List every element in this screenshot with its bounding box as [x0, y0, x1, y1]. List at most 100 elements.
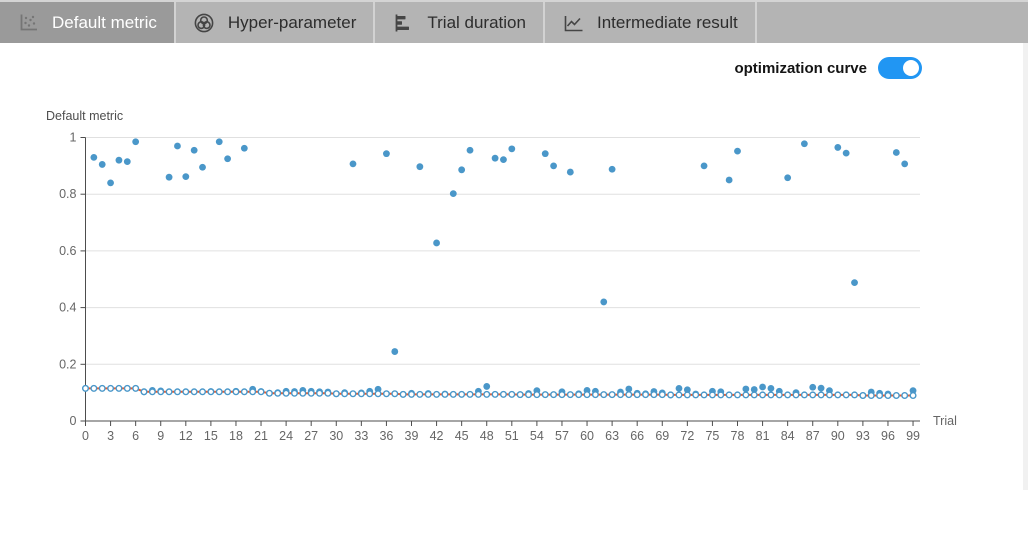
x-tick-label: 6 — [132, 429, 139, 443]
scatter-point — [600, 298, 608, 306]
scatter-point — [115, 156, 123, 164]
hyper-parameter-rings-icon — [193, 12, 215, 34]
optimization-curve-marker — [324, 389, 332, 397]
x-tick-label: 30 — [329, 429, 343, 443]
optimization-curve-marker — [366, 390, 374, 398]
scatter-point — [834, 144, 842, 151]
optimization-curve-marker — [416, 390, 424, 398]
tab-label: Intermediate result — [596, 12, 738, 32]
scatter-point — [909, 387, 917, 395]
optimization-curve-marker — [775, 391, 783, 399]
scatter-point — [433, 239, 440, 247]
optimization-curve-marker — [374, 390, 382, 398]
optimization-curve-marker — [708, 391, 716, 399]
optimization-curve-marker — [625, 391, 633, 399]
x-tick-label: 72 — [680, 429, 694, 443]
horizontal-bar-chart-icon — [392, 12, 414, 34]
scatter-point — [759, 383, 766, 391]
optimization-curve-marker — [750, 391, 758, 399]
optimization-curve-marker — [583, 391, 591, 399]
x-tick-label: 33 — [354, 429, 368, 443]
scatter-point — [107, 179, 114, 187]
scatter-point — [123, 158, 131, 165]
optimization-curve-marker — [98, 384, 106, 392]
x-tick-label: 78 — [731, 429, 745, 443]
scatter-point — [784, 174, 792, 182]
optimization-curve-marker — [742, 391, 750, 399]
optimization-curve-marker — [148, 388, 156, 396]
scatter-point — [734, 147, 741, 155]
optimization-curve-marker — [558, 391, 566, 399]
optimization-curve-marker — [441, 390, 449, 398]
optimization-curve-marker — [834, 391, 842, 399]
optimization-curve-marker — [157, 388, 165, 396]
optimization-curve-marker — [600, 391, 608, 399]
optimization-curve-marker — [591, 391, 599, 399]
optimization-curve-marker — [408, 390, 416, 398]
scatter-point — [842, 149, 850, 157]
optimization-curve-marker — [608, 391, 616, 399]
optimization-curve-marker — [859, 391, 867, 399]
x-tick-label: 51 — [505, 429, 519, 443]
x-tick-label: 27 — [304, 429, 318, 443]
scatter-point — [675, 384, 683, 392]
x-tick-label: 42 — [430, 429, 444, 443]
scatter-point — [566, 168, 574, 176]
x-tick-label: 18 — [229, 429, 243, 443]
scatter-point — [449, 190, 457, 198]
tab-hyper-parameter[interactable]: Hyper-parameter — [176, 2, 376, 43]
optimization-curve-marker — [173, 388, 181, 396]
default-metric-chart[interactable]: 00.20.40.60.810 3 6 9 12 15 18 21 24 27 30 33 36 39 42… — [0, 43, 1028, 493]
optimization-curve-marker — [784, 391, 792, 399]
scatter-point — [383, 150, 390, 158]
content-area: optimization curve Default metric 0 0.2 0.… — [0, 43, 1028, 549]
scatter-point — [500, 156, 507, 164]
optimization-curve-marker — [299, 389, 307, 397]
optimization-curve-marker — [792, 391, 800, 399]
optimization-curve-marker — [851, 391, 859, 399]
scatter-point — [901, 160, 909, 168]
x-tick-label: 39 — [405, 429, 419, 443]
optimization-curve-marker — [683, 391, 691, 399]
optimization-curve-marker — [207, 388, 215, 396]
optimization-curve-marker — [399, 390, 407, 398]
optimization-curve-marker — [817, 391, 825, 399]
optimization-curve-marker — [725, 391, 733, 399]
optimization-curve-marker — [533, 391, 541, 399]
optimization-curve-marker — [90, 384, 98, 392]
tab-label: Hyper-parameter — [227, 12, 357, 32]
optimization-curve-marker — [265, 389, 273, 397]
tab-default-metric[interactable]: Default metric — [0, 2, 176, 43]
x-tick-label: 0 — [82, 429, 89, 443]
x-tick-label: 84 — [781, 429, 795, 443]
x-tick-label: 48 — [480, 429, 494, 443]
optimization-curve-marker — [466, 390, 474, 398]
optimization-curve-marker — [140, 388, 148, 396]
y-tick-label: 0.8 — [59, 187, 76, 201]
optimization-curve-marker — [107, 384, 115, 392]
tab-intermediate-result[interactable]: Intermediate result — [545, 2, 757, 43]
optimization-curve-marker — [165, 388, 173, 396]
optimization-curve-marker — [909, 391, 917, 399]
optimization-curve-marker — [115, 384, 123, 392]
optimization-curve-marker — [825, 391, 833, 399]
y-tick-label: 0.6 — [59, 244, 76, 258]
optimization-curve-marker — [541, 391, 549, 399]
scatter-point — [174, 142, 181, 150]
scatter-point — [625, 385, 633, 393]
optimization-curve-marker — [633, 391, 641, 399]
x-tick-label: 60 — [580, 429, 594, 443]
x-tick-label: 24 — [279, 429, 293, 443]
scatter-point — [800, 140, 808, 148]
optimization-curve-marker — [800, 391, 808, 399]
optimization-curve-marker — [257, 388, 265, 396]
scatter-point — [182, 173, 190, 181]
x-tick-label: 90 — [831, 429, 845, 443]
optimization-curve-marker — [650, 391, 658, 399]
x-tick-label: 93 — [856, 429, 870, 443]
tab-trial-duration[interactable]: Trial duration — [375, 2, 545, 43]
scatter-point — [809, 383, 817, 391]
optimization-curve-toggle[interactable] — [878, 57, 922, 79]
optimization-curve-marker — [901, 391, 909, 399]
optimization-curve-marker — [616, 391, 624, 399]
